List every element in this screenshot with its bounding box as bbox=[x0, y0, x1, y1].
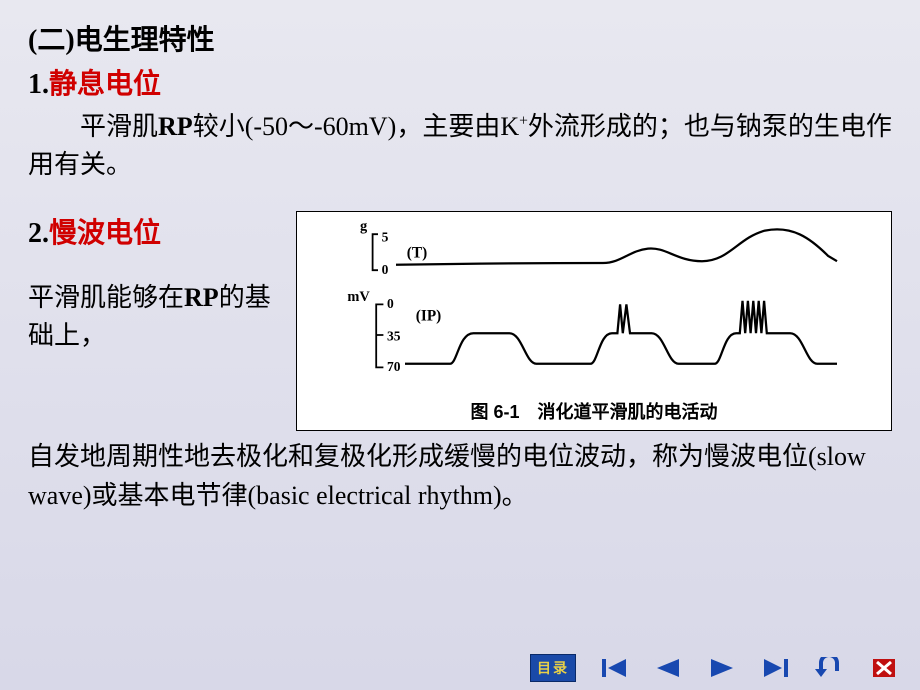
subheading-1: 1.静息电位 bbox=[28, 62, 892, 102]
last-button[interactable] bbox=[760, 656, 792, 680]
fig-bot-tick-70: 70 bbox=[387, 359, 401, 374]
nav-toolbar: 目录 bbox=[530, 654, 900, 682]
subheading-1-title: 静息电位 bbox=[49, 69, 161, 100]
para-3: 自发地周期性地去极化和复极化形成缓慢的电位波动，称为慢波电位(slow wave… bbox=[28, 437, 892, 515]
close-button[interactable] bbox=[868, 656, 900, 680]
prev-button[interactable] bbox=[652, 656, 684, 680]
waveform-svg: g 5 0 (T) mV 0 35 70 (IP) bbox=[307, 218, 881, 398]
fig-top-tick-0: 0 bbox=[382, 262, 389, 277]
figure-box: g 5 0 (T) mV 0 35 70 (IP) 图 6-1 消化道平滑肌的电… bbox=[296, 211, 892, 431]
para-2-b: RP bbox=[184, 283, 219, 312]
return-button[interactable] bbox=[814, 656, 846, 680]
fig-top-tick-5: 5 bbox=[382, 230, 389, 245]
subheading-2-num: 2. bbox=[28, 218, 49, 249]
figure-caption: 图 6-1 消化道平滑肌的电活动 bbox=[297, 398, 891, 424]
next-button[interactable] bbox=[706, 656, 738, 680]
section-heading: (二)电生理特性 bbox=[28, 18, 892, 58]
subheading-2: 2.慢波电位 bbox=[28, 211, 288, 251]
fig-top-label: (T) bbox=[407, 245, 427, 262]
close-icon bbox=[871, 657, 897, 679]
fig-bot-label: (IP) bbox=[416, 308, 441, 325]
para-1-b: RP bbox=[158, 112, 193, 141]
first-icon bbox=[600, 657, 628, 679]
fig-bot-unit: mV bbox=[347, 289, 370, 305]
fig-bot-tick-35: 35 bbox=[387, 329, 401, 344]
last-icon bbox=[762, 657, 790, 679]
return-icon bbox=[815, 657, 845, 679]
toc-button[interactable]: 目录 bbox=[530, 654, 576, 682]
subheading-2-title: 慢波电位 bbox=[49, 218, 161, 249]
fig-top-unit: g bbox=[360, 219, 368, 235]
subheading-1-num: 1. bbox=[28, 69, 49, 100]
para-1: 平滑肌RP较小(-50～-60mV)，主要由K+外流形成的；也与钠泵的生电作用有… bbox=[28, 108, 892, 183]
next-icon bbox=[708, 657, 736, 679]
para-1-sup: + bbox=[519, 112, 528, 129]
para-2: 平滑肌能够在RP的基础上， bbox=[28, 279, 288, 354]
first-button[interactable] bbox=[598, 656, 630, 680]
para-2-a: 平滑肌能够在 bbox=[28, 283, 184, 312]
para-1-a: 平滑肌 bbox=[80, 112, 158, 141]
para-1-c: 较小(-50～-60mV)，主要由K bbox=[193, 112, 519, 141]
prev-icon bbox=[654, 657, 682, 679]
fig-bot-tick-0: 0 bbox=[387, 296, 394, 311]
